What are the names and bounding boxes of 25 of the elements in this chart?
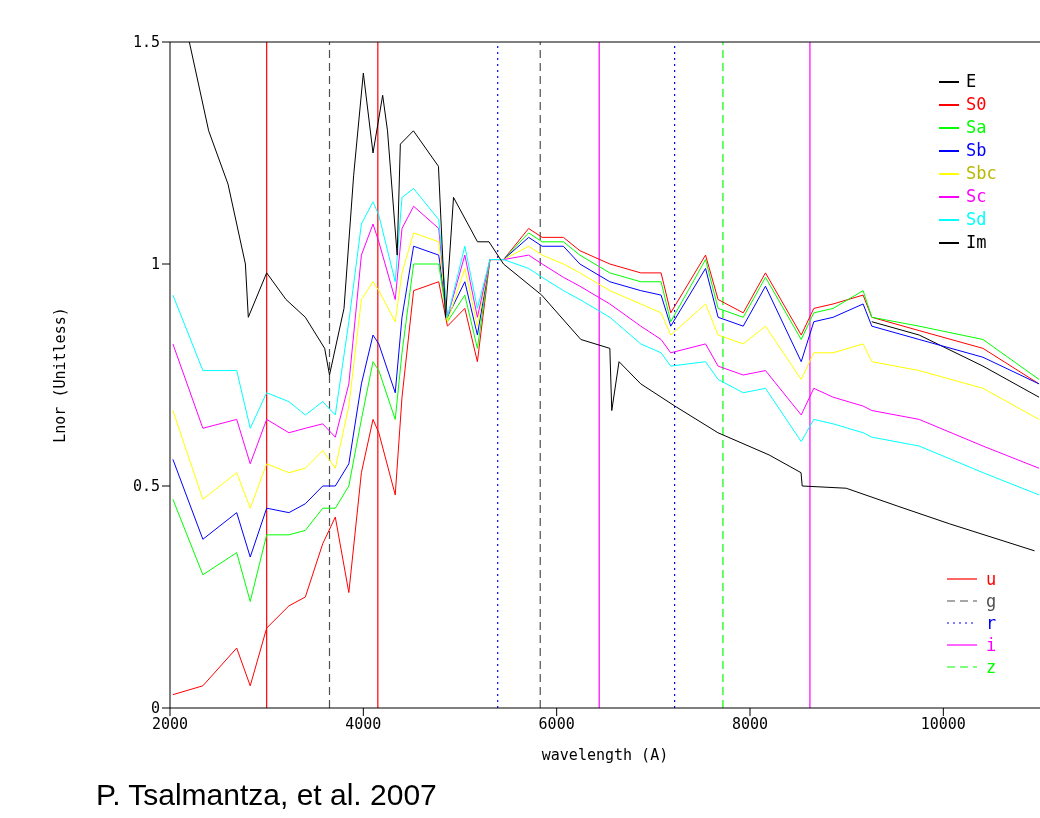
text: P. Tsalmantza, et al. 2007 (96, 778, 437, 812)
x-tick-label: 4000 (345, 714, 382, 733)
legend-label: Sb (966, 139, 988, 162)
legend-label: Sa (966, 116, 988, 139)
legend-label: Sbc (966, 162, 998, 185)
legend-label: S0 (966, 93, 988, 116)
x-tick-label: 6000 (538, 714, 575, 733)
ref-line-label: u (986, 568, 997, 590)
ref-line-label: i (986, 634, 997, 656)
ref-line-label: z (986, 656, 997, 678)
x-tick-label: 10000 (920, 714, 966, 733)
x-tick-label: 8000 (731, 714, 769, 733)
legend-label: Sd (966, 208, 988, 231)
ref-line-label: r (986, 612, 997, 634)
x-axis-title: wavelength (A) (541, 746, 669, 764)
legend-label: E (966, 70, 978, 93)
ref-line-label: g (986, 590, 997, 612)
y-tick-label: 1.5 (132, 33, 160, 52)
y-tick-label: 1 (150, 255, 160, 274)
legend-label: Sc (966, 185, 988, 208)
y-tick-label: 0.5 (132, 477, 160, 496)
line-series (172, 232, 1040, 509)
y-axis-title: Lnor (Unitless) (51, 307, 70, 443)
legend-label: Im (966, 231, 988, 254)
line-series (871, 321, 1040, 398)
